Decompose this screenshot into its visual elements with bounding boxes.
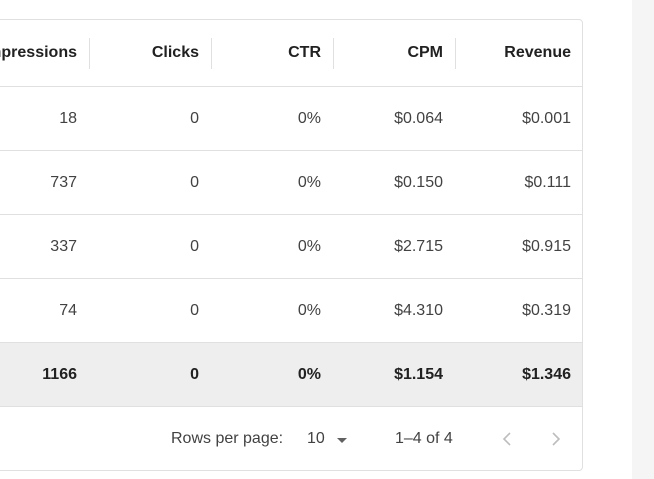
column-divider[interactable]: [89, 38, 90, 69]
cell-cpm: $2.715: [394, 237, 443, 255]
cell-revenue: $0.915: [522, 237, 571, 255]
column-divider[interactable]: [455, 38, 456, 69]
total-revenue: $1.346: [522, 365, 571, 383]
side-panel: [632, 0, 654, 479]
total-ctr: 0%: [297, 365, 321, 383]
chevron-left-icon: [502, 432, 511, 446]
cell-cpm: $0.064: [394, 109, 443, 127]
total-cpm: $1.154: [394, 365, 443, 383]
cell-impressions: 337: [50, 237, 77, 255]
column-header-impressions[interactable]: Impressions: [0, 44, 77, 61]
column-header-clicks[interactable]: Clicks: [151, 44, 199, 61]
column-header-ctr[interactable]: CTR: [288, 44, 321, 61]
chevron-right-icon: [552, 432, 561, 446]
cell-ctr: 0%: [297, 237, 321, 255]
table-row: 737 0 0% $0.150 $0.111: [0, 151, 582, 215]
column-divider[interactable]: [211, 38, 212, 69]
next-page-button[interactable]: [540, 423, 572, 455]
column-header-revenue[interactable]: Revenue: [504, 44, 571, 61]
table-row: 74 0 0% $4.310 $0.319: [0, 279, 582, 343]
pagination-range: 1–4 of 4: [395, 430, 453, 447]
total-impressions: 1166: [42, 365, 77, 383]
rows-per-page-label: Rows per page:: [171, 430, 284, 447]
cell-ctr: 0%: [297, 301, 321, 319]
cell-clicks: 0: [190, 109, 199, 127]
cell-impressions: 18: [59, 109, 77, 127]
total-clicks: 0: [190, 365, 199, 383]
cell-cpm: $0.150: [394, 173, 443, 191]
cell-revenue: $0.111: [524, 173, 571, 191]
rows-per-page-value: 10: [307, 430, 325, 447]
cell-clicks: 0: [190, 301, 199, 319]
cell-revenue: $0.001: [522, 109, 571, 127]
rows-per-page-select[interactable]: 10: [307, 407, 347, 470]
previous-page-button[interactable]: [491, 423, 523, 455]
cell-ctr: 0%: [297, 109, 321, 127]
report-table: Impressions Clicks CTR CPM Revenue 18 0 …: [0, 19, 583, 471]
cell-clicks: 0: [190, 173, 199, 191]
cell-ctr: 0%: [297, 173, 321, 191]
column-header-cpm[interactable]: CPM: [407, 44, 443, 61]
table-row: 18 0 0% $0.064 $0.001: [0, 87, 582, 151]
table-row: 337 0 0% $2.715 $0.915: [0, 215, 582, 279]
pagination-bar: Rows per page: 10 1–4 of 4: [0, 407, 582, 470]
column-divider[interactable]: [333, 38, 334, 69]
cell-clicks: 0: [190, 237, 199, 255]
cell-revenue: $0.319: [522, 301, 571, 319]
table-header: Impressions Clicks CTR CPM Revenue: [0, 20, 582, 87]
dropdown-arrow-icon: [336, 437, 347, 443]
cell-impressions: 737: [50, 173, 77, 191]
cell-impressions: 74: [59, 301, 77, 319]
cell-cpm: $4.310: [394, 301, 443, 319]
total-row: 1166 0 0% $1.154 $1.346: [0, 343, 582, 407]
